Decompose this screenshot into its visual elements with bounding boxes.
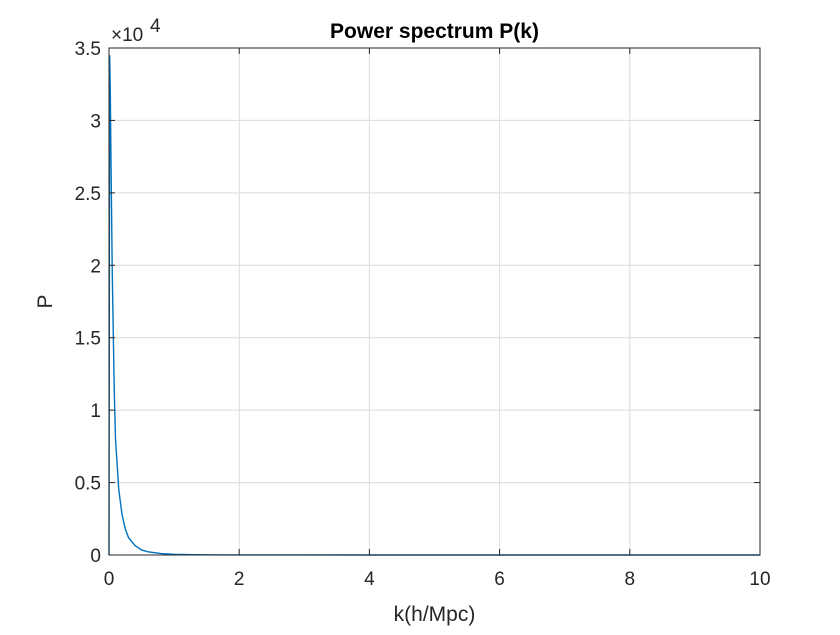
x-tick-label: 0 <box>104 569 115 590</box>
series-layer <box>108 55 760 556</box>
y-tick-label: 0.5 <box>75 474 101 495</box>
y-multiplier-exponent: 4 <box>150 16 161 37</box>
y-multiplier-base: ×10 <box>111 25 143 46</box>
x-tick-label: 10 <box>749 569 770 590</box>
ticks: 0 2 4 6 8 10 0 0.5 1 1.5 2 2.5 3 3.5 <box>75 39 771 590</box>
plot-frame <box>108 47 761 556</box>
chart-title: Power spectrum P(k) <box>330 20 539 43</box>
grid <box>109 48 760 555</box>
x-tick-label: 6 <box>494 569 505 590</box>
y-tick-label: 2 <box>90 256 101 277</box>
y-tick-label: 1.5 <box>75 329 101 350</box>
y-tick-label: 0 <box>90 546 101 567</box>
y-axis-label: P <box>34 294 57 308</box>
x-axis-label: k(h/Mpc) <box>394 603 476 626</box>
y-tick-label: 3.5 <box>75 39 101 60</box>
series-line <box>108 55 760 556</box>
y-tick-label: 1 <box>90 401 101 422</box>
x-tick-label: 2 <box>234 569 245 590</box>
x-tick-label: 4 <box>364 569 375 590</box>
y-axis-multiplier: ×10 4 <box>111 16 161 46</box>
y-tick-label: 3 <box>90 111 101 132</box>
y-tick-label: 2.5 <box>75 184 101 205</box>
x-tick-label: 8 <box>625 569 636 590</box>
